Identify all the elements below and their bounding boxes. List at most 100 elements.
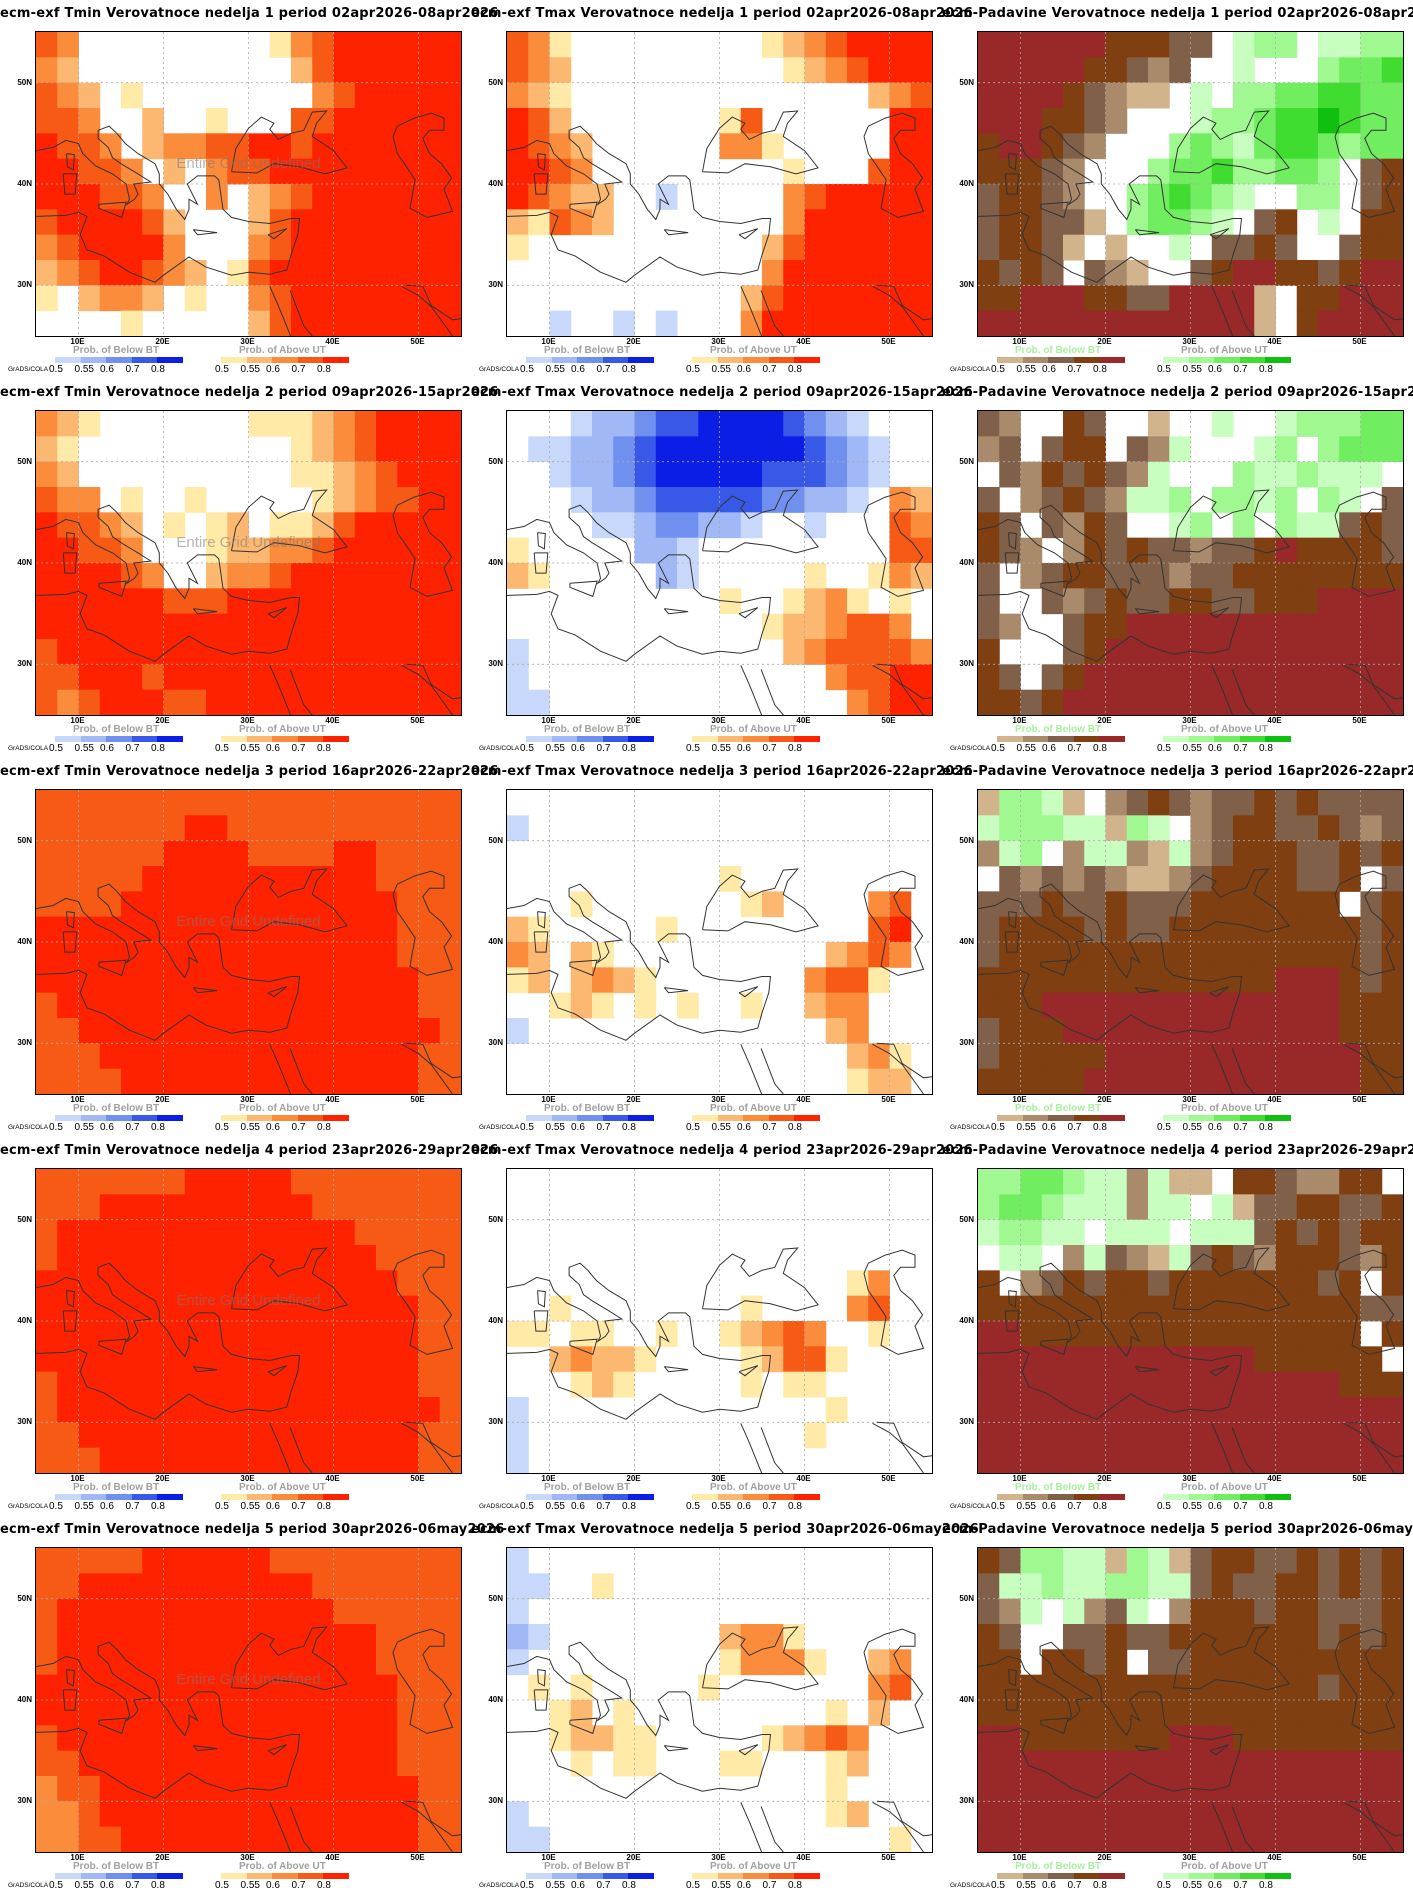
grid-cell [999, 815, 1021, 842]
grid-cell [291, 184, 313, 210]
grid-cell [1339, 1548, 1361, 1574]
grid-cell [1360, 664, 1383, 691]
grid-cell [528, 184, 550, 210]
longitude-label: 30E [240, 716, 255, 725]
grid-cell [978, 537, 1000, 564]
grid-cell [121, 184, 143, 210]
grid-cell [1169, 664, 1191, 691]
longitude-label: 10E [1012, 337, 1027, 346]
coastline [978, 883, 1243, 1041]
grid-cell [1360, 260, 1383, 286]
grid-cell [354, 1700, 377, 1726]
grid-cell [227, 1321, 249, 1347]
colorbar-swatch [551, 357, 577, 363]
grid-cell [184, 1043, 207, 1070]
colorbar-swatch [1048, 1494, 1074, 1500]
grid-cell [418, 1068, 441, 1094]
grid-cell [1318, 891, 1340, 918]
grid-cell [1275, 689, 1298, 715]
grid-cell [1020, 1068, 1043, 1094]
colorbar-tick-label: 0.6 [571, 1501, 585, 1512]
grid-cell [910, 133, 932, 160]
grid-cell [291, 639, 313, 665]
grid-cell [184, 1245, 207, 1271]
grid-cell [36, 942, 58, 968]
grid-cell [376, 891, 398, 918]
grid-cell [1126, 82, 1149, 109]
grid-cell [312, 1447, 334, 1473]
grid-cell [36, 1776, 58, 1802]
grid-cell [333, 1624, 356, 1650]
grid-cell [397, 1270, 419, 1297]
grid-cell [549, 184, 572, 210]
below-legend-title: Prob. of Below BT [1015, 1861, 1102, 1872]
coastline [863, 112, 925, 218]
grid-cell [269, 1548, 292, 1574]
grid-cell [1339, 916, 1361, 943]
grid-cell [291, 1776, 313, 1802]
grid-cell [291, 1018, 313, 1044]
grid-cell [1339, 82, 1361, 109]
latitude-label: 40N [488, 1316, 503, 1325]
grid-cell [206, 1598, 228, 1625]
grid-cell [312, 1295, 334, 1322]
grid-cell [1063, 82, 1085, 109]
grid-cell [36, 992, 58, 1019]
grid-cell [291, 512, 313, 539]
colorbar-tick-label: 0.6 [571, 364, 585, 375]
colorbar-tick-label: 0.8 [1093, 1880, 1107, 1891]
grid-cell [1041, 1219, 1064, 1246]
grid-cell [184, 1573, 207, 1600]
grid-cell [269, 537, 292, 564]
grid-cell [847, 461, 869, 488]
colorbar-tick-label: 0.6 [737, 1122, 751, 1133]
grid-cell [1254, 1447, 1276, 1473]
longitude-label: 50E [1352, 1853, 1367, 1862]
grid-cell [1233, 82, 1255, 109]
grid-cell [184, 1776, 207, 1802]
grid-cell [1126, 942, 1149, 968]
grid-cell [1318, 1043, 1340, 1070]
grid-cell [804, 967, 827, 994]
grid-cell [354, 866, 377, 892]
colorbar-swatch [323, 1115, 349, 1121]
colorbar-swatch [1214, 1115, 1240, 1121]
grid-cell [291, 1725, 313, 1752]
colorbar-tick-label: 0.7 [291, 364, 306, 375]
colorbar-swatch [1239, 1494, 1265, 1500]
colorbar-swatch [1048, 1873, 1074, 1879]
grid-cell [397, 1649, 419, 1676]
grid-cell [312, 1068, 334, 1094]
grid-cell [1211, 1447, 1234, 1473]
colorbar-swatch [1265, 1873, 1291, 1879]
grid-cell [184, 689, 207, 715]
grid-cell [1041, 260, 1064, 286]
grid-cell [1275, 1371, 1298, 1398]
grid-cell [121, 840, 143, 867]
grid-cell [1275, 1598, 1298, 1625]
grid-cell [1339, 588, 1361, 615]
grid-cell [1063, 967, 1085, 994]
grid-cell [655, 436, 678, 463]
grid-cell [291, 1295, 313, 1322]
grid-cell [397, 133, 419, 160]
grid-cell [354, 82, 377, 109]
grid-cell [184, 1750, 207, 1777]
grid-cell [1169, 1674, 1191, 1701]
grid-cell [1105, 1397, 1128, 1423]
grid-cell [78, 537, 101, 564]
grid-cell [418, 1598, 441, 1625]
grid-cell [762, 1346, 784, 1373]
grid-cell [206, 1245, 228, 1271]
grid-cell [978, 487, 1000, 513]
longitude-label: 20E [1097, 1474, 1112, 1483]
grid-cell [762, 260, 784, 286]
grid-cell [1084, 1700, 1106, 1726]
grid-cell [397, 1801, 419, 1828]
grid-cell [740, 285, 763, 312]
grid-cell [1169, 1018, 1191, 1044]
grid-cell [1254, 1346, 1276, 1373]
grid-cell [163, 639, 186, 665]
grid-cell [163, 613, 186, 640]
grid-cell [889, 285, 912, 312]
